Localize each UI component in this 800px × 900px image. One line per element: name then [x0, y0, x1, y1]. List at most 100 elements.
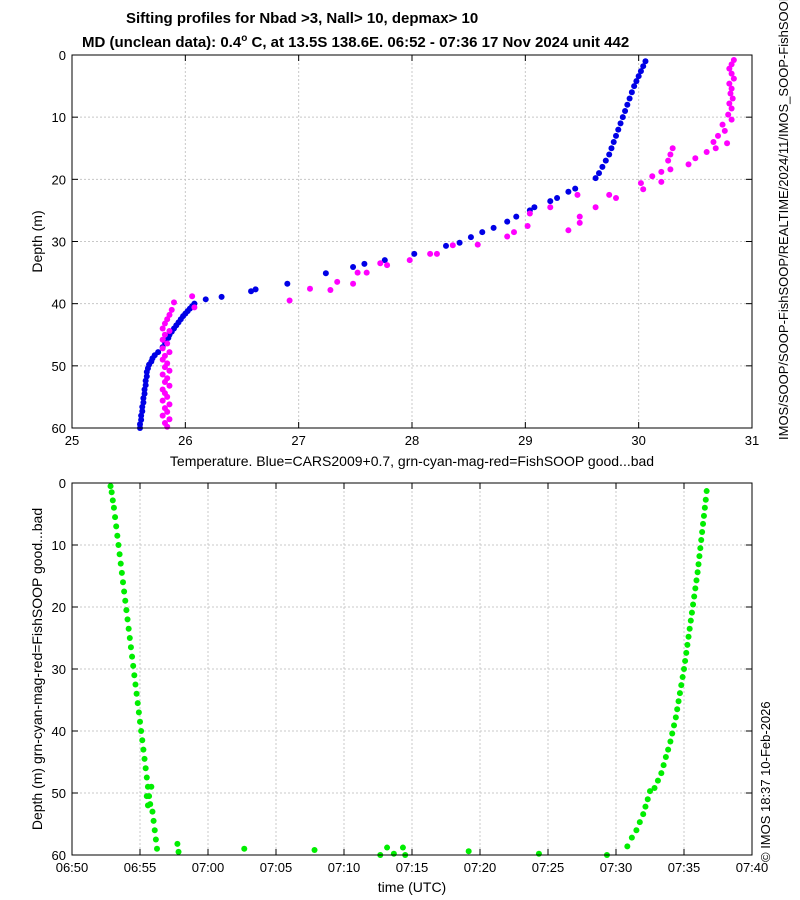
data-point [479, 229, 486, 236]
side-credit: © IMOS 18:37 10-Feb-2026 [758, 701, 773, 862]
data-point [322, 270, 329, 277]
data-point [284, 280, 291, 287]
data-point [377, 260, 384, 267]
data-point [675, 698, 682, 705]
data-point [728, 70, 735, 77]
data-point [381, 257, 388, 264]
data-point [715, 132, 721, 139]
data-point [678, 682, 685, 689]
data-point [724, 140, 731, 147]
data-point [112, 514, 119, 521]
data-point [599, 163, 606, 170]
data-point [114, 532, 121, 539]
x-axis-label: Temperature. Blue=CARS2009+0.7, grn-cyan… [170, 453, 654, 469]
data-point [109, 497, 116, 504]
x-tick-label: 26 [178, 433, 192, 448]
data-point [703, 148, 710, 155]
data-point [141, 755, 148, 762]
y-tick-label: 30 [52, 662, 66, 677]
data-point [592, 204, 599, 211]
data-point [127, 644, 134, 651]
data-point [694, 569, 701, 576]
data-point [658, 178, 665, 185]
data-point [596, 170, 602, 177]
data-point [143, 774, 150, 781]
data-point [637, 180, 644, 187]
x-tick-label: 06:55 [124, 860, 157, 875]
data-point [640, 63, 647, 70]
data-point [474, 241, 481, 248]
y-tick-label: 60 [52, 421, 66, 436]
data-point [134, 700, 141, 707]
data-point [151, 827, 158, 834]
data-point [135, 709, 142, 716]
data-point [624, 843, 631, 850]
data-point [133, 690, 140, 697]
data-point [728, 85, 735, 92]
data-point [524, 222, 531, 229]
data-point [166, 349, 173, 356]
data-point [547, 198, 554, 205]
data-point [327, 286, 334, 293]
data-point [606, 191, 613, 198]
data-point [138, 728, 145, 734]
data-point [126, 635, 133, 641]
data-point [619, 114, 626, 121]
data-point [122, 597, 129, 604]
data-point [137, 718, 143, 725]
data-point [684, 641, 691, 648]
data-point [161, 364, 168, 371]
data-point [613, 194, 619, 201]
data-point [166, 416, 173, 423]
data-point [667, 738, 674, 745]
x-tick-label: 07:40 [736, 860, 769, 875]
data-point [631, 83, 638, 90]
data-point [159, 336, 166, 343]
x-tick-label: 07:35 [668, 860, 701, 875]
data-point [565, 227, 572, 234]
data-point [615, 126, 622, 133]
y-tick-label: 20 [52, 600, 66, 615]
x-tick-label: 28 [405, 433, 419, 448]
data-point [143, 369, 150, 376]
data-point [384, 262, 391, 269]
data-point [576, 219, 583, 226]
data-point [703, 488, 710, 495]
data-point [685, 633, 692, 640]
data-point [406, 257, 413, 264]
data-point [691, 593, 698, 600]
data-point [142, 765, 149, 772]
x-tick-label: 07:25 [532, 860, 565, 875]
data-point [116, 551, 123, 558]
y-tick-label: 20 [52, 172, 66, 187]
data-point [728, 116, 735, 123]
data-point [531, 204, 538, 211]
side-path: IMOS/SOOP/SOOP-FishSOOP/REALTIME/2024/11… [776, 137, 791, 440]
x-tick-label: 07:00 [192, 860, 225, 875]
data-point [164, 408, 171, 415]
data-point [726, 100, 733, 107]
data-point [610, 139, 617, 146]
y-tick-label: 0 [59, 48, 66, 63]
data-point [660, 762, 667, 769]
data-point [154, 845, 160, 852]
data-point [159, 325, 166, 332]
data-point [124, 616, 131, 623]
y-tick-label: 0 [59, 476, 66, 491]
data-point [669, 145, 676, 152]
data-point [456, 239, 463, 246]
data-point [683, 649, 690, 656]
data-point [166, 401, 173, 408]
data-point [728, 105, 735, 112]
data-point [699, 528, 706, 535]
data-point [144, 802, 151, 809]
data-point [171, 299, 177, 306]
data-point [511, 229, 517, 236]
data-point [658, 168, 665, 175]
data-point [682, 657, 689, 664]
data-point [139, 737, 146, 744]
data-point [149, 808, 156, 815]
y-tick-label: 10 [52, 538, 66, 553]
data-point [700, 512, 707, 519]
data-point [174, 840, 181, 847]
